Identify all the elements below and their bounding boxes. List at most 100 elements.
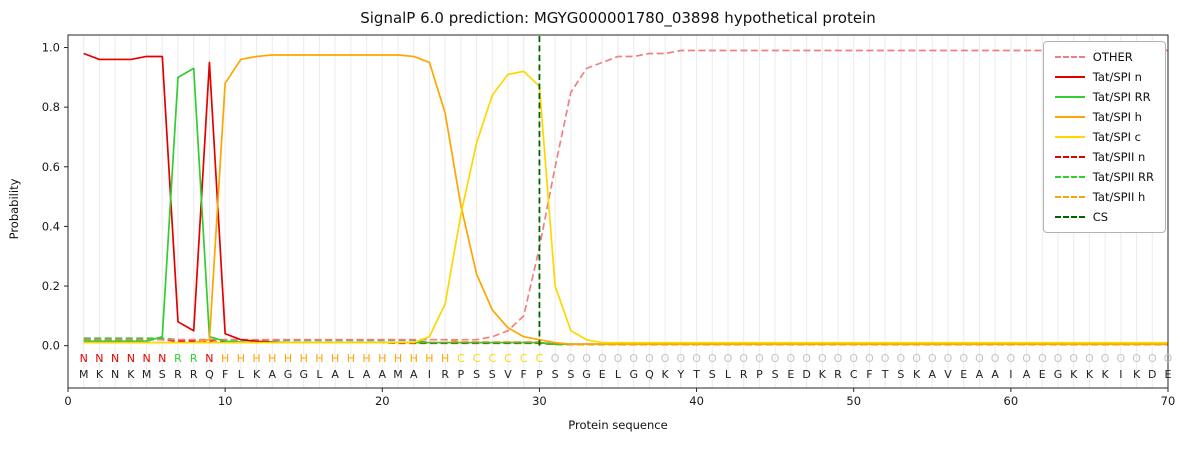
sequence-letter: E — [960, 368, 967, 381]
sequence-letter: P — [756, 368, 763, 381]
sequence-letter: A — [269, 368, 277, 381]
legend-line-sample — [1054, 76, 1085, 78]
region-letter: O — [991, 352, 1000, 365]
region-letter: C — [473, 352, 481, 365]
legend-label: Tat/SPI n — [1092, 70, 1142, 84]
legend-label: Tat/SPII n — [1092, 150, 1146, 164]
region-letter: O — [739, 352, 748, 365]
region-letter: H — [441, 352, 449, 365]
series-line-other — [83, 49, 1168, 341]
region-letter: O — [614, 352, 623, 365]
legend-item-tat-spii-rr: Tat/SPII RR — [1054, 170, 1154, 184]
region-letter: N — [205, 352, 213, 365]
x-tick-label: 20 — [375, 394, 390, 408]
region-letter: O — [755, 352, 764, 365]
sequence-letter: K — [1102, 368, 1110, 381]
region-letter: H — [315, 352, 323, 365]
sequence-letter: L — [348, 368, 355, 381]
sequence-letter: P — [458, 368, 465, 381]
y-tick-label: 1.0 — [42, 41, 60, 55]
region-letter: H — [394, 352, 402, 365]
y-tick-label: 0.2 — [42, 279, 60, 293]
legend-label: Tat/SPI c — [1092, 130, 1141, 144]
region-letter: O — [1022, 352, 1031, 365]
legend-item-tat-spi-rr: Tat/SPI RR — [1054, 90, 1154, 104]
sequence-letter: G — [299, 368, 308, 381]
sequence-letter: A — [410, 368, 418, 381]
legend-line-sample — [1054, 116, 1085, 118]
sequence-letter: R — [174, 368, 182, 381]
y-tick-label: 0.8 — [42, 100, 60, 114]
region-letter: H — [362, 352, 370, 365]
sequence-letter: K — [913, 368, 921, 381]
legend-item-cs: CS — [1054, 210, 1154, 224]
y-tick-label: 0.0 — [42, 339, 60, 353]
region-letter: O — [724, 352, 733, 365]
region-letter: O — [1085, 352, 1094, 365]
sequence-letter: A — [331, 368, 339, 381]
sequence-letter: G — [1054, 368, 1063, 381]
legend-line-sample — [1054, 196, 1085, 198]
region-letter: N — [142, 352, 150, 365]
region-letter: O — [959, 352, 968, 365]
region-letter: O — [1101, 352, 1110, 365]
legend-line-sample — [1054, 176, 1085, 178]
sequence-letter: S — [473, 368, 480, 381]
sequence-letter: E — [1165, 368, 1172, 381]
region-letter: N — [127, 352, 135, 365]
sequence-letter: R — [740, 368, 748, 381]
region-letter: O — [912, 352, 921, 365]
x-axis-ticks: 0 10 20 30 40 50 60 70 — [64, 388, 1175, 408]
region-letter: O — [1164, 352, 1173, 365]
sequence-letter: F — [222, 368, 228, 381]
region-letter: O — [771, 352, 780, 365]
sequence-letter: A — [1023, 368, 1031, 381]
sequence-letter: E — [599, 368, 606, 381]
sequence-letter: I — [428, 368, 431, 381]
sequence-letter: D — [1148, 368, 1156, 381]
sequence-letter: L — [615, 368, 622, 381]
x-tick-label: 70 — [1161, 394, 1176, 408]
legend-label: Tat/SPII h — [1092, 190, 1146, 204]
legend-line-sample — [1054, 136, 1085, 138]
sequence-letter: L — [725, 368, 732, 381]
sequence-letter: Q — [645, 368, 654, 381]
series-line-tat-spi-c — [83, 70, 1168, 344]
x-tick-label: 0 — [64, 394, 71, 408]
sequence-letter: V — [504, 368, 512, 381]
sequence-letter: T — [692, 368, 700, 381]
sequence-letter: S — [489, 368, 496, 381]
sequence-letter: E — [1039, 368, 1046, 381]
sequence-letter: K — [96, 368, 104, 381]
sequence-letter: Q — [205, 368, 214, 381]
series-line-tat-spi-h — [83, 54, 1168, 346]
legend-line-sample — [1054, 156, 1085, 158]
sequence-letter: A — [991, 368, 999, 381]
region-letter: H — [300, 352, 308, 365]
sequence-letter: G — [582, 368, 591, 381]
legend-item-other: OTHER — [1054, 50, 1154, 64]
region-letter: O — [645, 352, 654, 365]
region-letter: H — [284, 352, 292, 365]
legend: OTHER Tat/SPI n Tat/SPI RR Tat/SPI h Tat/SPI… — [1042, 41, 1166, 233]
legend-item-tat-spii-h: Tat/SPII h — [1054, 190, 1154, 204]
region-letter: O — [677, 352, 686, 365]
sequence-letter: A — [363, 368, 371, 381]
legend-item-tat-spii-n: Tat/SPII n — [1054, 150, 1154, 164]
sequence-letter: R — [834, 368, 842, 381]
region-letter: H — [252, 352, 260, 365]
sequence-letter: D — [802, 368, 810, 381]
sequence-letter: C — [850, 368, 858, 381]
sequence-letter: G — [284, 368, 293, 381]
region-letter: N — [95, 352, 103, 365]
sequence-letter: S — [709, 368, 716, 381]
sequence-letter: K — [1086, 368, 1094, 381]
region-letter: H — [410, 352, 418, 365]
legend-item-tat-spi-h: Tat/SPI h — [1054, 110, 1154, 124]
region-letter: O — [629, 352, 638, 365]
region-letter: N — [80, 352, 88, 365]
region-letter: N — [111, 352, 119, 365]
region-letter: O — [1038, 352, 1047, 365]
